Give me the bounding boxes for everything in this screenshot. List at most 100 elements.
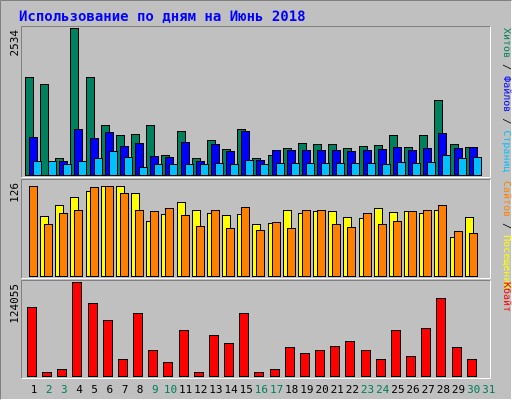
bar-1-3-day-25 <box>397 162 406 176</box>
bar-2-2-day-5 <box>90 187 99 277</box>
legend-entry: Файлов <box>501 76 512 112</box>
bar-1-3-day-29 <box>458 158 467 176</box>
bar-3-1-day-14 <box>224 343 234 377</box>
bar-1-3-day-28 <box>442 155 451 176</box>
bar-1-3-day-14 <box>230 164 239 176</box>
day-label-5: 5 <box>91 383 98 396</box>
day-label-20: 20 <box>315 383 328 396</box>
day-label-1: 1 <box>31 383 38 396</box>
bar-3-1-day-5 <box>88 303 98 377</box>
bar-3-1-day-3 <box>57 369 67 377</box>
bar-3-1-day-30 <box>467 359 477 377</box>
day-label-10: 10 <box>164 383 177 396</box>
bar-3-1-day-9 <box>148 350 158 377</box>
day-label-11: 11 <box>179 383 192 396</box>
bar-1-3-day-3 <box>63 164 72 176</box>
bar-2-2-day-3 <box>59 213 68 277</box>
bar-1-3-day-26 <box>412 163 421 176</box>
bar-1-3-day-18 <box>291 163 300 176</box>
bar-1-3-day-13 <box>215 163 224 176</box>
bar-2-2-day-7 <box>120 193 129 277</box>
bar-2-2-day-29 <box>454 231 463 277</box>
bar-3-1-day-10 <box>163 362 173 377</box>
legend-entry: / <box>501 217 512 235</box>
bar-1-3-day-6 <box>109 151 118 176</box>
bar-1-3-day-2 <box>48 161 57 176</box>
bar-2-2-day-13 <box>211 210 220 277</box>
legend-entry: Сайтов <box>501 181 512 217</box>
bar-3-1-day-8 <box>133 313 143 377</box>
day-label-17: 17 <box>270 383 283 396</box>
bar-2-2-day-24 <box>378 224 387 277</box>
day-label-21: 21 <box>331 383 344 396</box>
bar-3-1-day-27 <box>421 328 431 377</box>
bar-1-3-day-8 <box>139 167 148 176</box>
bar-1-3-day-21 <box>336 163 345 176</box>
day-label-12: 12 <box>194 383 207 396</box>
panel-1-legend: Хитов / Файлов / Страниц <box>501 28 512 173</box>
bar-3-1-day-29 <box>452 347 462 377</box>
bar-1-3-day-10 <box>169 164 178 176</box>
day-label-6: 6 <box>106 383 113 396</box>
bar-2-2-day-16 <box>256 230 265 277</box>
day-label-13: 13 <box>209 383 222 396</box>
chart-panels: 2534 Хитов / Файлов / Страниц 126 Сайтов / … <box>8 26 512 379</box>
day-label-15: 15 <box>240 383 253 396</box>
bar-2-2-day-8 <box>135 210 144 277</box>
bar-1-3-day-5 <box>94 158 103 176</box>
day-label-3: 3 <box>61 383 68 396</box>
bar-2-2-day-9 <box>150 211 159 277</box>
bar-3-1-day-20 <box>315 350 325 377</box>
bar-1-3-day-22 <box>351 163 360 176</box>
day-label-7: 7 <box>122 383 129 396</box>
day-label-14: 14 <box>224 383 238 396</box>
panel-2-ymax-label: 126 <box>8 183 21 203</box>
day-label-24: 24 <box>376 383 390 396</box>
bar-3-1-day-16 <box>254 372 264 377</box>
bar-3-1-day-21 <box>330 346 340 377</box>
day-label-16: 16 <box>255 383 268 396</box>
bar-3-1-day-28 <box>436 298 446 377</box>
bar-2-2-day-21 <box>332 224 341 277</box>
day-label-25: 25 <box>391 383 404 396</box>
bar-2-2-day-15 <box>241 207 250 277</box>
bar-1-3-day-24 <box>382 164 391 176</box>
bar-3-1-day-4 <box>72 282 82 377</box>
bar-3-1-day-24 <box>376 359 386 377</box>
bar-1-3-day-4 <box>78 161 87 176</box>
bar-2-2-day-25 <box>393 221 402 277</box>
day-label-2: 2 <box>46 383 53 396</box>
legend-entry: / <box>501 112 512 130</box>
day-label-30: 30 <box>467 383 480 396</box>
bar-1-3-day-20 <box>321 163 330 176</box>
bar-3-1-day-15 <box>239 313 249 377</box>
day-label-22: 22 <box>346 383 359 396</box>
day-label-19: 19 <box>300 383 313 396</box>
bar-2-2-day-1 <box>29 186 38 277</box>
day-label-9: 9 <box>152 383 159 396</box>
bar-2-2-day-26 <box>408 211 417 277</box>
bar-1-3-day-9 <box>154 164 163 176</box>
bar-2-2-day-10 <box>165 208 174 277</box>
day-label-23: 23 <box>361 383 374 396</box>
bar-2-2-day-23 <box>363 213 372 277</box>
bar-1-3-day-17 <box>276 163 285 176</box>
day-label-18: 18 <box>285 383 298 396</box>
panel-2-legend: Сайтов / Посещений <box>501 181 512 289</box>
bar-2-2-day-4 <box>74 210 83 277</box>
bar-1-3-day-16 <box>260 164 269 176</box>
bar-1-1-day-2 <box>40 84 49 176</box>
bar-1-3-day-1 <box>33 161 42 176</box>
day-label-27: 27 <box>422 383 435 396</box>
bar-2-2-day-18 <box>287 228 296 277</box>
bar-1-3-day-7 <box>124 157 133 176</box>
legend-entry: Хитов <box>501 28 512 58</box>
legend-entry: Страниц <box>501 130 512 172</box>
bar-2-2-day-2 <box>44 224 53 277</box>
day-label-28: 28 <box>437 383 450 396</box>
bar-3-1-day-11 <box>179 330 189 377</box>
day-label-8: 8 <box>137 383 144 396</box>
panel-3-ymax-label: 124055 <box>8 284 21 324</box>
